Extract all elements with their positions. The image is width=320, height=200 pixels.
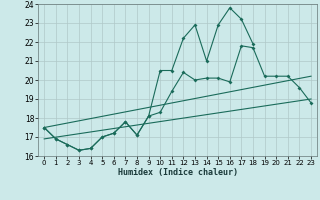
X-axis label: Humidex (Indice chaleur): Humidex (Indice chaleur) [118,168,238,177]
